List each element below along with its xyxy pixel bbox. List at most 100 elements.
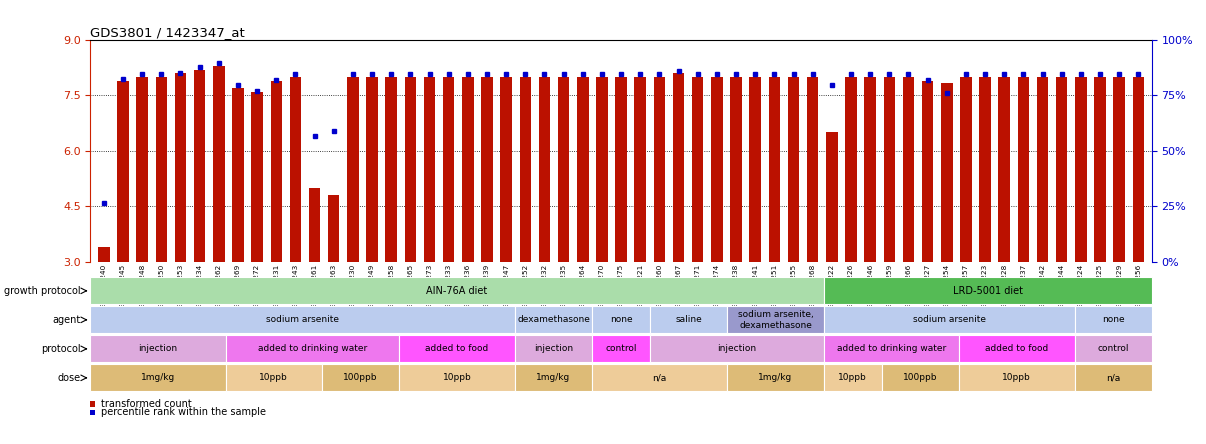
Text: 10ppb: 10ppb: [259, 373, 288, 382]
FancyBboxPatch shape: [515, 365, 592, 391]
Text: sodium arsenite: sodium arsenite: [267, 315, 339, 325]
Bar: [213, 66, 224, 262]
Text: injection: injection: [718, 345, 756, 353]
Bar: [539, 77, 550, 262]
Text: saline: saline: [675, 315, 702, 325]
FancyBboxPatch shape: [226, 335, 399, 362]
Bar: [768, 77, 780, 262]
Bar: [270, 81, 282, 262]
Text: n/a: n/a: [652, 373, 667, 382]
Bar: [712, 77, 722, 262]
Text: protocol: protocol: [41, 344, 81, 354]
Bar: [1094, 77, 1106, 262]
Text: 10ppb: 10ppb: [1002, 373, 1031, 382]
Bar: [405, 77, 416, 262]
Bar: [596, 77, 608, 262]
Bar: [558, 77, 569, 262]
Text: growth protocol: growth protocol: [4, 286, 81, 296]
Bar: [251, 92, 263, 262]
FancyBboxPatch shape: [226, 365, 322, 391]
FancyBboxPatch shape: [592, 365, 727, 391]
FancyBboxPatch shape: [90, 335, 226, 362]
Bar: [117, 81, 129, 262]
Text: agent: agent: [53, 315, 81, 325]
Text: transformed count: transformed count: [101, 399, 192, 409]
Bar: [979, 77, 991, 262]
Text: added to food: added to food: [985, 345, 1048, 353]
Bar: [289, 77, 302, 262]
FancyBboxPatch shape: [90, 306, 515, 333]
Text: GDS3801 / 1423347_at: GDS3801 / 1423347_at: [90, 26, 245, 39]
Bar: [90, 401, 95, 407]
Bar: [520, 77, 531, 262]
Text: dose: dose: [58, 373, 81, 383]
Bar: [576, 77, 589, 262]
Text: added to drinking water: added to drinking water: [258, 345, 367, 353]
Bar: [1113, 77, 1125, 262]
Bar: [673, 73, 684, 262]
Bar: [960, 77, 972, 262]
FancyBboxPatch shape: [824, 365, 882, 391]
Bar: [615, 77, 627, 262]
Text: LRD-5001 diet: LRD-5001 diet: [953, 286, 1023, 296]
Bar: [347, 77, 358, 262]
Bar: [826, 132, 837, 262]
Bar: [921, 81, 933, 262]
Bar: [903, 77, 914, 262]
Bar: [865, 77, 876, 262]
Bar: [481, 77, 493, 262]
Bar: [309, 188, 321, 262]
Text: none: none: [1102, 315, 1124, 325]
FancyBboxPatch shape: [727, 365, 824, 391]
Bar: [462, 77, 474, 262]
Bar: [175, 73, 186, 262]
Bar: [500, 77, 511, 262]
Bar: [1075, 77, 1087, 262]
Bar: [999, 77, 1009, 262]
Bar: [692, 77, 703, 262]
FancyBboxPatch shape: [322, 365, 399, 391]
Text: added to drinking water: added to drinking water: [837, 345, 946, 353]
FancyBboxPatch shape: [90, 365, 226, 391]
Bar: [749, 77, 761, 262]
FancyBboxPatch shape: [592, 306, 650, 333]
Bar: [1018, 77, 1029, 262]
Text: none: none: [610, 315, 632, 325]
Bar: [233, 88, 244, 262]
Text: 1mg/kg: 1mg/kg: [759, 373, 792, 382]
Text: control: control: [1097, 345, 1129, 353]
FancyBboxPatch shape: [882, 365, 959, 391]
Bar: [1037, 77, 1048, 262]
Text: dexamethasone: dexamethasone: [517, 315, 590, 325]
FancyBboxPatch shape: [824, 306, 1075, 333]
FancyBboxPatch shape: [515, 335, 592, 362]
Bar: [90, 409, 95, 415]
Text: injection: injection: [139, 345, 177, 353]
Bar: [807, 77, 819, 262]
FancyBboxPatch shape: [959, 335, 1075, 362]
Bar: [1056, 77, 1067, 262]
Text: 10ppb: 10ppb: [443, 373, 472, 382]
FancyBboxPatch shape: [90, 278, 824, 304]
Text: AIN-76A diet: AIN-76A diet: [427, 286, 487, 296]
Bar: [194, 70, 205, 262]
Bar: [443, 77, 455, 262]
Bar: [634, 77, 646, 262]
Text: 100ppb: 100ppb: [903, 373, 937, 382]
Bar: [788, 77, 800, 262]
Bar: [941, 83, 953, 262]
Bar: [423, 77, 435, 262]
Bar: [654, 77, 666, 262]
Text: sodium arsenite: sodium arsenite: [913, 315, 985, 325]
FancyBboxPatch shape: [824, 278, 1152, 304]
Text: 100ppb: 100ppb: [344, 373, 377, 382]
Text: 1mg/kg: 1mg/kg: [141, 373, 175, 382]
FancyBboxPatch shape: [824, 335, 959, 362]
Bar: [328, 195, 339, 262]
FancyBboxPatch shape: [592, 335, 650, 362]
FancyBboxPatch shape: [650, 306, 727, 333]
FancyBboxPatch shape: [399, 365, 515, 391]
Bar: [136, 77, 148, 262]
Bar: [156, 77, 168, 262]
Bar: [845, 77, 856, 262]
